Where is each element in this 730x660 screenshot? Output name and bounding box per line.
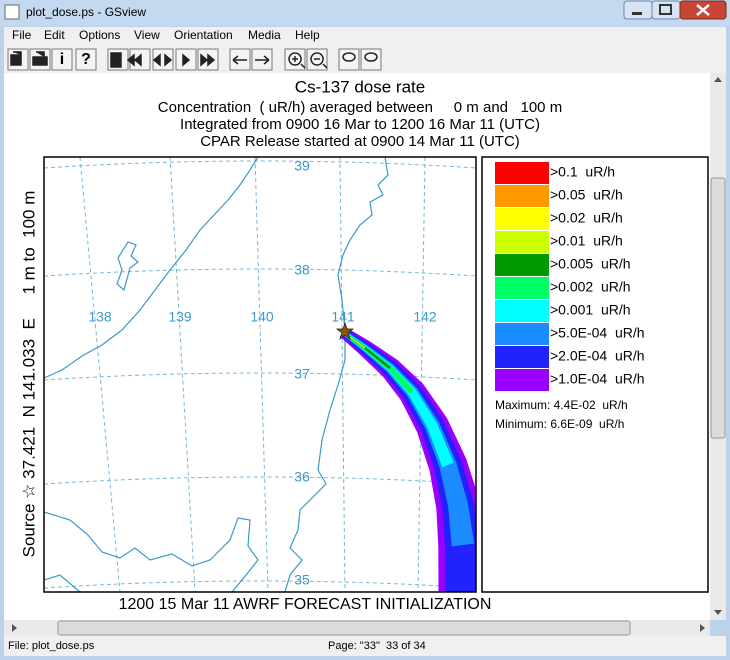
toolbar-button[interactable]: [51, 48, 73, 71]
maximize-button[interactable]: [651, 0, 681, 20]
footer-label: 1200 15 Mar 11 AWRF FORECAST INITIALIZAT…: [119, 596, 492, 613]
menu-item[interactable]: Help: [295, 28, 320, 42]
menu-item[interactable]: Media: [248, 28, 281, 42]
toolbar-button[interactable]: [338, 48, 360, 71]
parallel: [44, 580, 476, 589]
menu-item[interactable]: Orientation: [174, 28, 233, 42]
legend-label: >0.05 uR/h: [550, 187, 623, 203]
close-icon: [696, 4, 710, 16]
plume-contour: [342, 330, 415, 395]
plume-contour: [339, 327, 476, 592]
menu-item[interactable]: Options: [79, 28, 120, 42]
legend-swatch: [495, 346, 549, 368]
toolbar: i?: [7, 48, 382, 71]
status-page: Page: "33" 33 of 34: [328, 640, 426, 652]
scroll-left-arrow[interactable]: [12, 624, 17, 632]
legend-label: >0.01 uR/h: [550, 233, 623, 249]
legend-label: >0.001 uR/h: [550, 302, 631, 318]
legend-label: >2.0E-04 uR/h: [550, 348, 645, 364]
legend-swatch: [495, 300, 549, 322]
plume-contour: [341, 329, 475, 547]
help-button-label[interactable]: ?: [81, 51, 91, 68]
plume-contour: [341, 330, 454, 468]
plot: Cs-137 dose rate Concentration ( uR/h) av…: [19, 77, 709, 613]
toolbar-icons: [10, 51, 270, 68]
longitude-label: 141: [331, 309, 355, 325]
map-border: [43, 156, 477, 593]
minimum-label: Minimum: 6.6E-09 uR/h: [495, 417, 624, 431]
legend-swatch: [495, 323, 549, 345]
menu-bar: File Edit Options View Orientation Media Help: [12, 28, 320, 42]
latitude-label: 37: [294, 366, 310, 382]
minimize-button[interactable]: [623, 0, 653, 20]
longitude-label: 142: [413, 309, 437, 325]
longitude-label: 139: [168, 309, 192, 325]
maximize-icon: [659, 4, 672, 15]
coastline-south: [44, 511, 259, 592]
island: [116, 241, 139, 292]
longitude-label: 138: [88, 309, 112, 325]
parallel: [44, 372, 476, 381]
legend-swatch: [495, 254, 549, 276]
menu-item[interactable]: File: [12, 28, 32, 42]
legend-label: >0.02 uR/h: [550, 210, 623, 226]
legend-swatch: [495, 185, 549, 207]
meridian: [79, 157, 121, 592]
map: 138 139 140 141 142 39 38 37 36 35: [44, 157, 476, 592]
legend-label: >0.002 uR/h: [550, 279, 631, 295]
legend-label: >0.1 uR/h: [550, 164, 615, 180]
plot-subtitle: Integrated from 0900 16 Mar to 1200 16 M…: [180, 116, 540, 133]
latitude-label: 38: [294, 262, 310, 278]
meridian: [417, 157, 426, 592]
minimize-icon: [632, 12, 642, 15]
legend-swatch: [495, 369, 549, 391]
scroll-right-arrow[interactable]: [700, 624, 705, 632]
coastline-east: [284, 157, 389, 592]
status-bar: [4, 636, 726, 656]
plot-subtitle: Concentration ( uR/h) averaged between 0…: [158, 99, 562, 116]
latitude-label: 39: [294, 158, 310, 174]
zoom-icons: [288, 52, 378, 69]
vertical-scroll-thumb[interactable]: [710, 177, 726, 439]
meridian: [254, 157, 269, 592]
window-title: plot_dose.ps - GSview: [26, 5, 146, 19]
latitude-label: 36: [294, 469, 310, 485]
horizontal-scroll-thumb[interactable]: [57, 620, 631, 636]
maximum-label: Maximum: 4.4E-02 uR/h: [495, 398, 628, 412]
parallel: [44, 268, 476, 277]
app-icon: [4, 4, 20, 20]
legend-swatch: [495, 231, 549, 253]
legend-swatch: [495, 277, 549, 299]
source-star: [335, 321, 355, 341]
info-button-label[interactable]: i: [60, 51, 64, 68]
title-bar: [0, 0, 730, 26]
coastline-west: [44, 157, 259, 379]
status-file: File: plot_dose.ps: [8, 640, 95, 652]
toolbar-button[interactable]: [75, 48, 97, 71]
plot-subtitle: CPAR Release started at 0900 14 Mar 11 (…: [200, 133, 520, 150]
legend-label: >1.0E-04 uR/h: [550, 371, 645, 387]
legend-label: >0.005 uR/h: [550, 256, 631, 272]
toolbar-button[interactable]: [360, 48, 382, 71]
latitude-label: 35: [294, 572, 310, 588]
meridian: [339, 157, 346, 592]
parallel: [44, 160, 476, 169]
legend-swatch: [495, 162, 549, 184]
legend-label: >5.0E-04 uR/h: [550, 325, 645, 341]
menu-item[interactable]: Edit: [44, 28, 65, 42]
menu-item[interactable]: View: [134, 28, 160, 42]
parallel: [44, 476, 476, 485]
legend-swatch: [495, 208, 549, 230]
toolbar-button[interactable]: [152, 48, 174, 71]
longitude-label: 140: [250, 309, 274, 325]
plot-title: Cs-137 dose rate: [295, 77, 425, 96]
meridian: [169, 157, 196, 592]
source-label: Source ☆ 37.421 N 141.033 E 1 m to 100 m: [19, 191, 38, 558]
